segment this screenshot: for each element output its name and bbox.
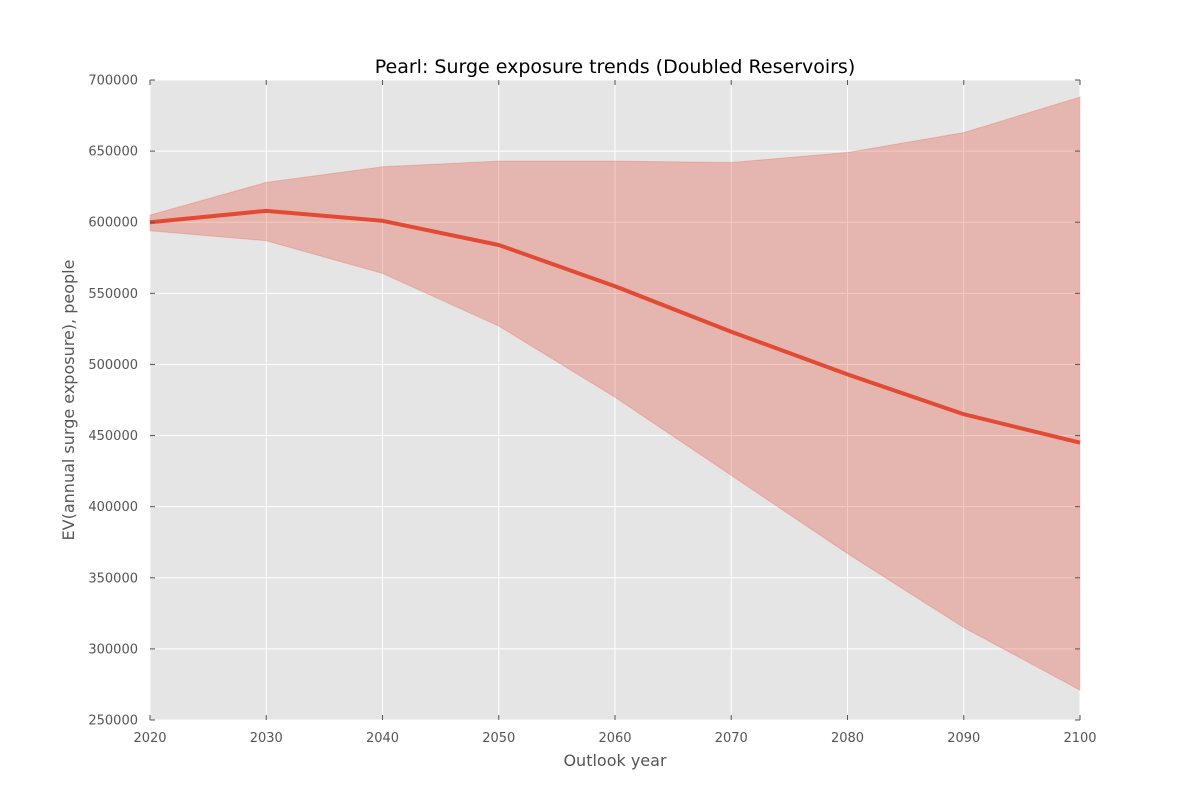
x-tick-label: 2050 <box>482 731 515 746</box>
x-tick-label: 2100 <box>1063 731 1096 746</box>
uncertainty-band <box>149 96 1081 691</box>
chart-title: Pearl: Surge exposure trends (Doubled Re… <box>375 56 855 78</box>
x-tick-label: 2080 <box>831 731 864 746</box>
y-tick-label: 600000 <box>88 216 138 231</box>
x-tick-label: 2070 <box>715 731 748 746</box>
y-axis-label: EV(annual surge exposure), people <box>59 260 78 541</box>
y-tick-label: 700000 <box>88 74 138 89</box>
y-tick-label: 350000 <box>88 571 138 586</box>
x-tick-label: 2060 <box>598 731 631 746</box>
y-tick-label: 250000 <box>88 714 138 729</box>
y-tick-label: 400000 <box>88 500 138 515</box>
x-tick-label: 2030 <box>250 731 283 746</box>
x-tick-label: 2020 <box>133 731 166 746</box>
y-tick-label: 450000 <box>88 429 138 444</box>
series-line <box>149 208 1081 445</box>
y-tick-label: 550000 <box>88 287 138 302</box>
y-tick-labels: 250000 300000 350000 400000 450000 500000 5500… <box>88 74 138 729</box>
x-axis-label: Outlook year <box>563 751 667 770</box>
y-tick-label: 300000 <box>88 642 138 657</box>
x-tick-label: 2040 <box>366 731 399 746</box>
y-tick-label: 500000 <box>88 358 138 373</box>
x-tick-label: 2090 <box>947 731 980 746</box>
tick-layer <box>149 79 1081 721</box>
x-tick-labels: 2020 2030 2040 2050 2060 2070 2080 2090 2100 <box>133 731 1096 746</box>
y-tick-label: 650000 <box>88 145 138 160</box>
